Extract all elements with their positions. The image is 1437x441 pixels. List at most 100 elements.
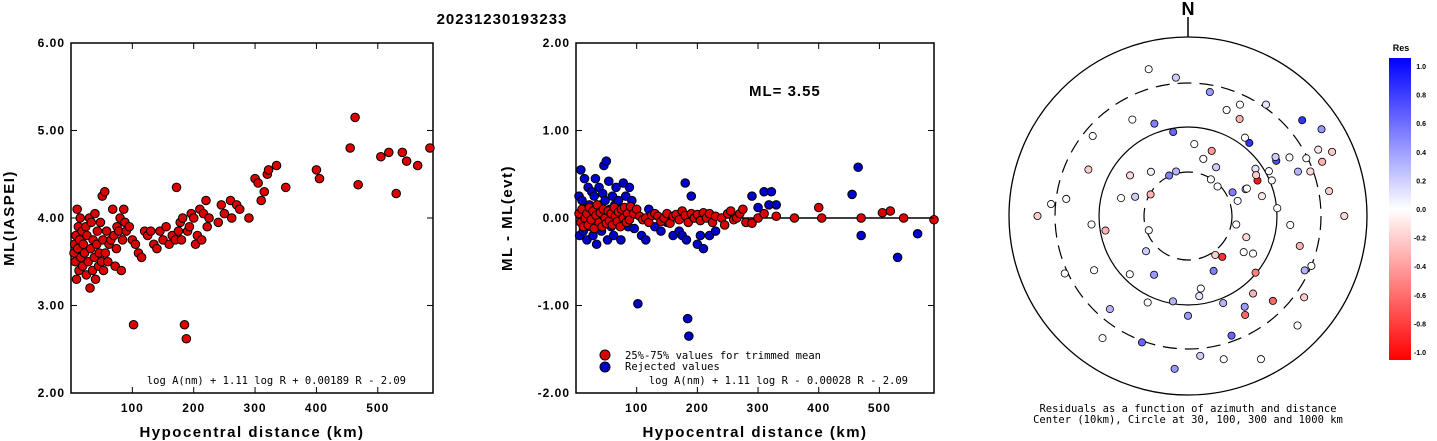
data-point <box>90 274 101 285</box>
residual-point <box>1314 145 1323 154</box>
residual-point <box>1241 310 1250 319</box>
circle-1000km <box>1008 36 1368 396</box>
colorbar-tick-label: 0.2 <box>1416 178 1426 185</box>
data-point <box>136 252 147 263</box>
rejected-point <box>710 226 721 236</box>
residual-point <box>1146 190 1155 199</box>
residual-point <box>1300 293 1309 302</box>
data-point <box>152 243 162 254</box>
colorbar-tick-label: -0.8 <box>1414 321 1426 328</box>
residual-point <box>1242 184 1251 193</box>
accepted-point <box>856 213 866 223</box>
residual-point <box>1235 100 1244 109</box>
left-y-ticks: 2.00 3.00 4.00 5.00 6.00 <box>38 36 433 400</box>
data-point <box>75 213 86 223</box>
residual-point <box>1252 171 1261 180</box>
residual-point <box>1240 302 1249 311</box>
residual-point <box>1293 321 1302 330</box>
residual-point <box>1307 261 1316 270</box>
rejected-point <box>686 191 697 201</box>
x-tick-label: 200 <box>182 401 205 415</box>
rejected-point <box>616 235 626 245</box>
data-point <box>263 165 274 175</box>
rejected-point <box>766 186 777 197</box>
x-tick-label: 400 <box>807 401 830 415</box>
residual-point <box>1206 175 1215 184</box>
residual-point <box>1318 157 1327 166</box>
data-point <box>219 208 230 219</box>
residual-point <box>1169 128 1178 137</box>
residual-point <box>1143 298 1152 307</box>
accepted-point <box>929 214 939 225</box>
residual-point <box>1168 297 1177 306</box>
y-tick-label: 5.00 <box>38 124 65 138</box>
residual-point <box>1199 154 1208 163</box>
data-point <box>90 208 100 219</box>
colorbar-tick-label: -0.6 <box>1414 293 1426 300</box>
data-point <box>72 204 82 215</box>
residual-point <box>1239 248 1248 257</box>
x-tick-label: 200 <box>686 401 709 415</box>
residual-point <box>1219 355 1228 364</box>
data-point <box>92 226 103 236</box>
residual-point <box>1184 311 1193 320</box>
residual-point <box>1171 73 1180 82</box>
ml-value-text: ML= 3.55 <box>749 83 821 100</box>
data-point <box>311 165 322 175</box>
residual-point <box>1142 247 1151 256</box>
circle-100km <box>1098 126 1278 306</box>
colorbar-title: Res <box>1393 43 1410 53</box>
data-point <box>244 213 254 223</box>
data-point <box>201 195 211 206</box>
residual-point <box>1209 266 1218 275</box>
data-point <box>118 204 129 215</box>
middle-formula-annotation: log A(nm) + 1.11 log R - 0.00028 R - 2.0… <box>649 375 908 387</box>
residual-point <box>1227 331 1236 340</box>
rejected-point <box>608 230 619 241</box>
residual-point <box>1047 200 1056 209</box>
rejected-point <box>656 226 666 236</box>
data-point <box>425 143 435 153</box>
data-point <box>176 235 187 245</box>
accepted-point <box>898 213 909 223</box>
data-point <box>177 213 188 223</box>
residual-point <box>1207 146 1216 155</box>
rejected-point <box>590 173 601 184</box>
colorbar-tick-label: -0.4 <box>1414 264 1426 271</box>
left-points <box>69 112 435 344</box>
residual-point <box>1205 88 1214 97</box>
north-label: N <box>1182 0 1195 19</box>
rejected-point <box>591 239 602 250</box>
data-point <box>314 173 325 184</box>
residual-point <box>1144 226 1153 235</box>
data-point <box>376 151 386 162</box>
data-point <box>86 217 97 228</box>
middle-accepted-points <box>574 200 939 234</box>
residual-point <box>1233 196 1242 205</box>
y-tick-label: 6.00 <box>38 36 65 50</box>
circle-300km <box>1054 82 1322 350</box>
data-point <box>271 160 282 171</box>
y-tick-label: -1.00 <box>538 299 570 313</box>
legend-accepted-label: 25%-75% values for trimmed mean <box>625 350 821 362</box>
middle-chart: 100 200 300 400 500 -2.00 -1.00 0.00 1.00 2.00 M… <box>499 36 939 441</box>
accepted-point <box>789 213 800 223</box>
rejected-point <box>892 252 903 263</box>
rejected-point <box>601 156 612 166</box>
middle-rejected-points <box>574 156 923 341</box>
data-point <box>384 147 394 158</box>
polar-caption-line1: Residuals as a function of azimuth and d… <box>1039 403 1336 415</box>
left-chart: 100 200 300 400 500 2.00 3.00 4.00 5.00 6.00 Hyp… <box>1 36 435 441</box>
rejected-point <box>856 230 866 241</box>
circle-30km <box>1143 171 1233 261</box>
residual-point <box>1249 249 1258 258</box>
data-point <box>117 235 128 245</box>
residual-point <box>1249 289 1258 298</box>
residual-point <box>1170 364 1179 373</box>
residual-point <box>1298 116 1307 125</box>
rejected-point <box>633 298 643 309</box>
rejected-point <box>576 165 586 175</box>
residual-point <box>1317 125 1326 134</box>
residual-point <box>1267 176 1276 185</box>
